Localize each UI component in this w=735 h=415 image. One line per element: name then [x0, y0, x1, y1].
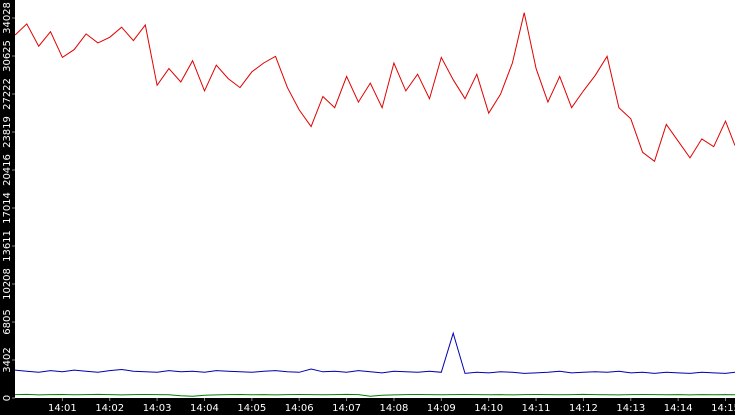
x-tick-label: 14:15	[711, 403, 735, 414]
y-tick-label: 6805	[2, 309, 13, 334]
series-line	[14, 12, 735, 163]
x-tick-label: 14:10	[474, 403, 503, 414]
x-axis-strip	[0, 398, 735, 415]
y-tick-label: 34028	[2, 2, 13, 34]
y-tick-label: 20416	[2, 154, 13, 186]
x-tick-label: 14:03	[143, 403, 172, 414]
y-axis-strip	[0, 0, 15, 415]
y-tick-label: 13611	[2, 230, 13, 262]
x-tick-label: 14:08	[380, 403, 409, 414]
x-tick-label: 14:06	[285, 403, 314, 414]
x-tick-label: 14:04	[190, 403, 219, 414]
x-tick-label: 14:05	[237, 403, 266, 414]
y-tick-label: 23819	[2, 116, 13, 148]
x-tick-label: 14:02	[95, 403, 124, 414]
series-line	[14, 331, 735, 374]
y-tick-label: 0	[2, 395, 13, 401]
x-tick-label: 14:14	[664, 403, 693, 414]
x-tick-label: 14:07	[332, 403, 361, 414]
y-tick-label: 30625	[2, 40, 13, 72]
x-tick-label: 14:01	[48, 403, 77, 414]
series-line	[14, 393, 735, 397]
y-tick-label: 10208	[2, 268, 13, 300]
x-tick-label: 14:09	[427, 403, 456, 414]
x-tick-label: 14:13	[616, 403, 645, 414]
y-tick-label: 3402	[2, 347, 13, 372]
y-tick-label: 17014	[2, 192, 13, 224]
y-tick-label: 27222	[2, 78, 13, 110]
x-tick-label: 14:11	[522, 403, 551, 414]
x-tick-label: 14:12	[569, 403, 598, 414]
